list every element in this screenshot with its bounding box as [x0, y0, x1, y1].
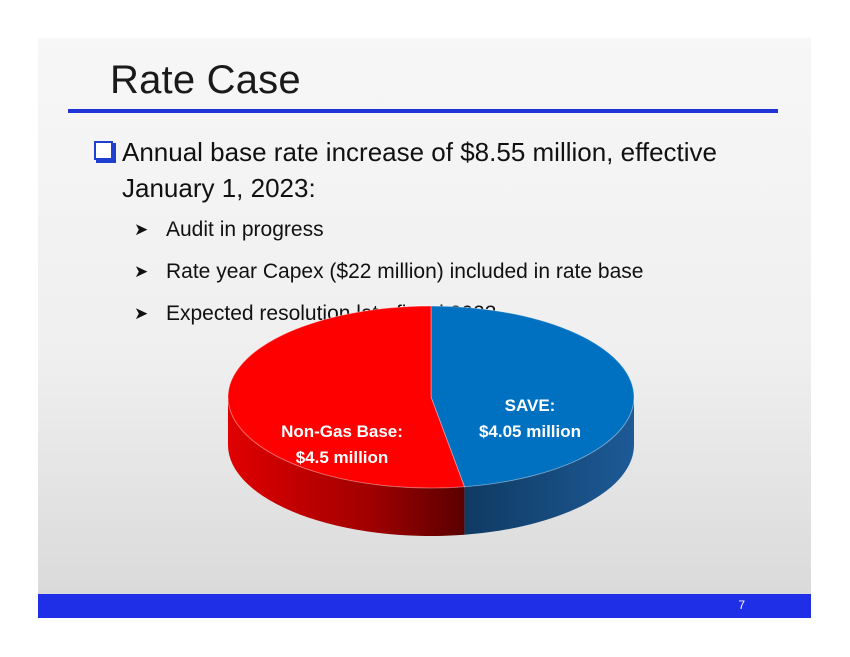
pie-label-value: $4.5 million [296, 448, 389, 467]
checkbox-bullet-icon [94, 141, 116, 163]
main-bullet: Annual base rate increase of $8.55 milli… [94, 134, 734, 206]
pie-label-value: $4.05 million [479, 422, 581, 441]
pie-side-non-gas [228, 397, 465, 536]
page-title: Rate Case [110, 58, 301, 102]
arrow-bullet-icon: ➤ [134, 220, 149, 239]
pie-chart: SAVE: $4.05 million Non-Gas Base: $4.5 mill… [227, 305, 635, 536]
page-number: 7 [738, 598, 745, 612]
pie-slice-save [430, 305, 635, 488]
pie-side-save [464, 397, 634, 535]
main-bullet-text: Annual base rate increase of $8.55 milli… [122, 137, 717, 203]
sub-bullet-2: ➤ Rate year Capex ($22 million) included … [134, 260, 643, 284]
arrow-bullet-icon: ➤ [134, 262, 149, 281]
slide: Rate Case Annual base rate increase of $… [38, 38, 811, 618]
footer-bar: 7 [38, 594, 811, 618]
pie-slice-non-gas [227, 305, 466, 489]
sub-bullet-text: Rate year Capex ($22 million) included i… [166, 260, 644, 283]
pie-label-title: SAVE: [505, 396, 556, 415]
pie-label-title: Non-Gas Base: [281, 422, 403, 441]
sub-bullet-text: Audit in progress [166, 218, 324, 241]
title-underline [68, 109, 778, 113]
sub-bullet-1: ➤ Audit in progress [134, 218, 324, 242]
arrow-bullet-icon: ➤ [134, 304, 149, 323]
